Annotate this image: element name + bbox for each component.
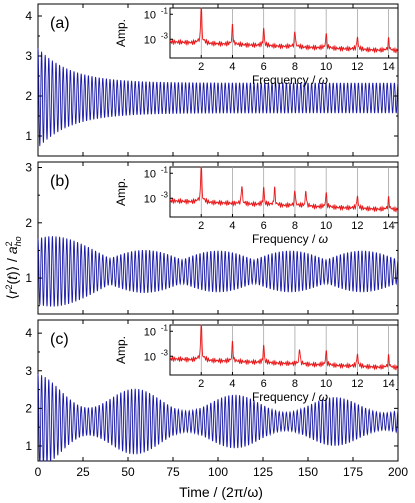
inset-spectrum-line <box>169 324 399 371</box>
series-line <box>37 236 399 307</box>
inset-y-tick-label: 10 <box>144 34 156 46</box>
series-line <box>37 47 399 147</box>
inset-y-tick-exponent: -3 <box>161 348 169 357</box>
inset-3: 2 4 6 8 10 12 14 10 -1 10 -3 Amp. Frequency / ω <box>114 323 399 404</box>
x-tick-label: 25 <box>76 465 90 479</box>
inset-x-tick-label: 4 <box>229 220 235 232</box>
y-tick-label: 1 <box>25 129 32 143</box>
inset-x-tick-label: 8 <box>292 220 298 232</box>
inset-y-tick-exponent: -1 <box>161 6 169 15</box>
inset-x-tick-label: 4 <box>229 61 235 73</box>
x-tick-label: 50 <box>121 465 135 479</box>
inset-x-tick-label: 14 <box>383 220 395 232</box>
inset-y-tick-label: 10 <box>144 193 156 205</box>
inset-x-label: Frequency / ω <box>252 390 328 404</box>
y-tick-label: 3 <box>25 161 32 175</box>
inset-spectrum-line <box>169 7 399 54</box>
inset-x-tick-label: 10 <box>320 61 332 73</box>
inset-x-tick-label: 2 <box>198 220 204 232</box>
y-tick-label: 3 <box>25 49 32 63</box>
inset-y-label: Amp. <box>114 19 128 47</box>
inset-x-tick-label: 14 <box>383 378 395 390</box>
x-tick-label: 0 <box>35 465 42 479</box>
inset-x-tick-label: 2 <box>198 61 204 73</box>
x-tick-label: 100 <box>208 465 228 479</box>
y-tick-label: 4 <box>25 326 32 340</box>
inset-x-tick-label: 6 <box>261 220 267 232</box>
inset-x-tick-label: 10 <box>320 378 332 390</box>
series-line <box>37 373 399 462</box>
x-tick-label: 150 <box>298 465 318 479</box>
inset-x-tick-label: 6 <box>261 378 267 390</box>
panel-label: (b) <box>50 173 70 190</box>
inset-spectrum-line <box>169 166 399 213</box>
x-tick-label: 75 <box>166 465 180 479</box>
inset-x-tick-label: 10 <box>320 220 332 232</box>
inset-y-tick-label: 10 <box>144 326 156 338</box>
panel-label: (a) <box>50 15 70 32</box>
inset-x-tick-label: 12 <box>351 61 363 73</box>
inset-x-tick-label: 6 <box>261 61 267 73</box>
inset-x-label: Frequency / ω <box>252 73 328 87</box>
inset-1: 2 4 6 8 10 12 14 10 -1 10 -3 Amp. Frequency / ω <box>114 6 399 87</box>
inset-y-tick-label: 10 <box>144 9 156 21</box>
inset-x-label: Frequency / ω <box>252 232 328 246</box>
x-tick-label: 125 <box>253 465 273 479</box>
inset-y-tick-label: 10 <box>144 351 156 363</box>
y-tick-label: 3 <box>25 364 32 378</box>
x-tick-label: 175 <box>343 465 363 479</box>
inset-y-tick-exponent: -1 <box>161 165 169 174</box>
x-tick-label: 200 <box>388 465 408 479</box>
y-axis-label: ⟨r2(t)⟩ / a2ho <box>4 236 23 299</box>
inset-y-tick-label: 10 <box>144 168 156 180</box>
inset-y-tick-exponent: -3 <box>161 31 169 40</box>
inset-x-tick-label: 8 <box>292 61 298 73</box>
inset-y-tick-exponent: -3 <box>161 190 169 199</box>
inset-y-label: Amp. <box>114 178 128 206</box>
y-tick-label: 4 <box>25 9 32 23</box>
inset-x-tick-label: 12 <box>351 378 363 390</box>
inset-x-tick-label: 14 <box>383 61 395 73</box>
y-tick-label: 2 <box>25 216 32 230</box>
inset-x-tick-label: 2 <box>198 378 204 390</box>
inset-x-tick-label: 4 <box>229 378 235 390</box>
y-tick-label: 2 <box>25 401 32 415</box>
inset-y-tick-exponent: -1 <box>161 323 169 332</box>
inset-x-tick-label: 8 <box>292 378 298 390</box>
inset-y-label: Amp. <box>114 336 128 364</box>
x-axis-label: Time / (2π/ω) <box>179 484 263 500</box>
inset-2: 2 4 6 8 10 12 14 10 -1 10 -3 Amp. Frequency / ω <box>114 165 399 246</box>
panel-label: (c) <box>50 331 69 348</box>
y-tick-label: 2 <box>25 89 32 103</box>
y-tick-label: 1 <box>25 271 32 285</box>
y-tick-label: 1 <box>25 439 32 453</box>
inset-x-tick-label: 12 <box>351 220 363 232</box>
